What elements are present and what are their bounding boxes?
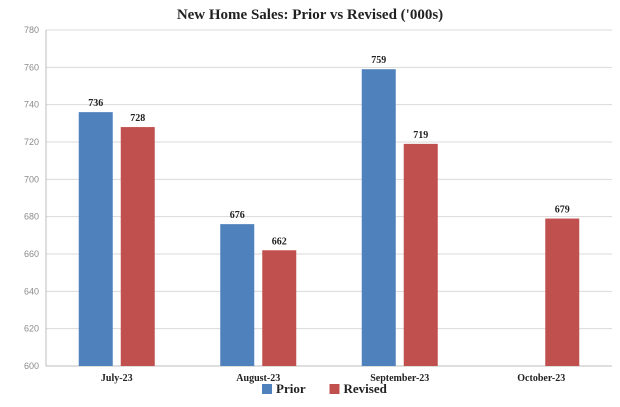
legend-label-prior: Prior xyxy=(276,381,306,396)
y-tick-label-640: 640 xyxy=(24,286,39,296)
data-labels: 736 728 676 662 759 719 679 xyxy=(88,55,570,247)
y-tick-label-720: 720 xyxy=(24,137,39,147)
bars xyxy=(78,69,580,366)
bar-revised-october-23 xyxy=(545,218,580,366)
bar-prior-july-23 xyxy=(78,112,113,366)
bar-revised-august-23 xyxy=(262,250,297,366)
y-axis-ticks: 600 620 640 660 680 700 720 740 760 780 xyxy=(24,25,39,371)
data-label-revised-july-23: 728 xyxy=(130,113,145,124)
bar-revised-july-23 xyxy=(120,127,155,366)
data-label-prior-august-23: 676 xyxy=(230,210,245,221)
y-tick-label-600: 600 xyxy=(24,361,39,371)
data-label-revised-october-23: 679 xyxy=(555,205,570,216)
x-axis-ticks: July-23 August-23 September-23 October-23 xyxy=(101,373,565,384)
data-label-revised-september-23: 719 xyxy=(413,130,428,141)
bar-revised-september-23 xyxy=(403,143,438,366)
x-tick-label-october-23: October-23 xyxy=(517,373,565,384)
legend: Prior Revised xyxy=(262,381,388,396)
y-tick-label-680: 680 xyxy=(24,212,39,222)
data-label-prior-september-23: 759 xyxy=(371,55,386,66)
data-label-prior-july-23: 736 xyxy=(88,98,103,109)
chart-title: New Home Sales: Prior vs Revised ('000s) xyxy=(177,7,443,23)
y-tick-label-660: 660 xyxy=(24,249,39,259)
y-tick-label-740: 740 xyxy=(24,100,39,110)
bar-prior-august-23 xyxy=(220,224,255,366)
legend-swatch-revised xyxy=(329,384,340,394)
legend-label-revised: Revised xyxy=(344,381,388,396)
x-tick-label-september-23: September-23 xyxy=(370,373,429,384)
x-tick-label-july-23: July-23 xyxy=(101,373,133,384)
y-tick-label-620: 620 xyxy=(24,324,39,334)
bar-prior-september-23 xyxy=(361,69,396,366)
data-label-revised-august-23: 662 xyxy=(272,236,287,247)
y-tick-label-780: 780 xyxy=(24,25,39,35)
x-tick-label-august-23: August-23 xyxy=(236,373,280,384)
legend-swatch-prior xyxy=(262,384,272,394)
y-tick-label-760: 760 xyxy=(24,62,39,72)
y-tick-label-700: 700 xyxy=(24,174,39,184)
